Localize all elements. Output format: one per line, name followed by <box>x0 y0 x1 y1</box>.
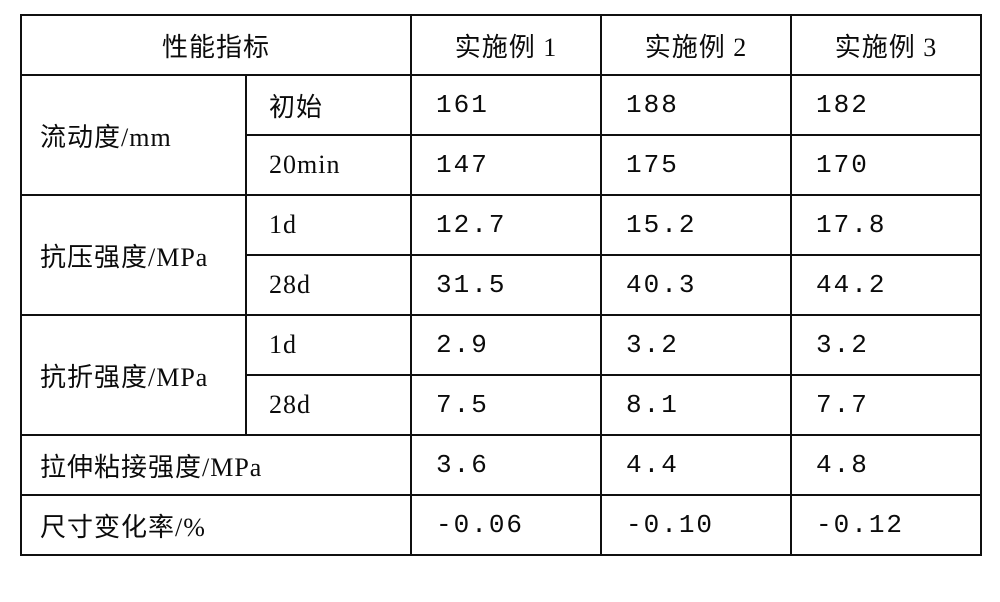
metric-label: 抗折强度/MPa <box>21 315 246 435</box>
cell-value: 188 <box>601 75 791 135</box>
cell-value: 7.5 <box>411 375 601 435</box>
cell-value: 8.1 <box>601 375 791 435</box>
table-row: 拉伸粘接强度/MPa 3.6 4.4 4.8 <box>21 435 981 495</box>
page: { "table": { "type": "table", "border_co… <box>0 0 1000 602</box>
condition-label: 28d <box>246 255 411 315</box>
metric-label: 流动度/mm <box>21 75 246 195</box>
metric-label: 抗压强度/MPa <box>21 195 246 315</box>
table-header-row: 性能指标 实施例 1 实施例 2 实施例 3 <box>21 15 981 75</box>
header-col-2: 实施例 2 <box>601 15 791 75</box>
metric-label: 拉伸粘接强度/MPa <box>21 435 411 495</box>
cell-value: 175 <box>601 135 791 195</box>
cell-value: 17.8 <box>791 195 981 255</box>
cell-value: 3.6 <box>411 435 601 495</box>
cell-value: -0.10 <box>601 495 791 555</box>
performance-table: 性能指标 实施例 1 实施例 2 实施例 3 流动度/mm 初始 161 188… <box>20 14 982 556</box>
cell-value: -0.06 <box>411 495 601 555</box>
table-row: 尺寸变化率/% -0.06 -0.10 -0.12 <box>21 495 981 555</box>
cell-value: 44.2 <box>791 255 981 315</box>
table-row: 抗折强度/MPa 1d 2.9 3.2 3.2 <box>21 315 981 375</box>
cell-value: -0.12 <box>791 495 981 555</box>
cell-value: 4.8 <box>791 435 981 495</box>
table-row: 抗压强度/MPa 1d 12.7 15.2 17.8 <box>21 195 981 255</box>
condition-label: 初始 <box>246 75 411 135</box>
cell-value: 170 <box>791 135 981 195</box>
cell-value: 4.4 <box>601 435 791 495</box>
cell-value: 2.9 <box>411 315 601 375</box>
header-col-3: 实施例 3 <box>791 15 981 75</box>
cell-value: 40.3 <box>601 255 791 315</box>
condition-label: 28d <box>246 375 411 435</box>
header-col-1: 实施例 1 <box>411 15 601 75</box>
cell-value: 3.2 <box>791 315 981 375</box>
condition-label: 1d <box>246 195 411 255</box>
condition-label: 1d <box>246 315 411 375</box>
cell-value: 12.7 <box>411 195 601 255</box>
metric-label: 尺寸变化率/% <box>21 495 411 555</box>
cell-value: 15.2 <box>601 195 791 255</box>
condition-label: 20min <box>246 135 411 195</box>
cell-value: 161 <box>411 75 601 135</box>
cell-value: 182 <box>791 75 981 135</box>
cell-value: 147 <box>411 135 601 195</box>
cell-value: 7.7 <box>791 375 981 435</box>
header-metric-label: 性能指标 <box>21 15 411 75</box>
cell-value: 31.5 <box>411 255 601 315</box>
cell-value: 3.2 <box>601 315 791 375</box>
table-row: 流动度/mm 初始 161 188 182 <box>21 75 981 135</box>
